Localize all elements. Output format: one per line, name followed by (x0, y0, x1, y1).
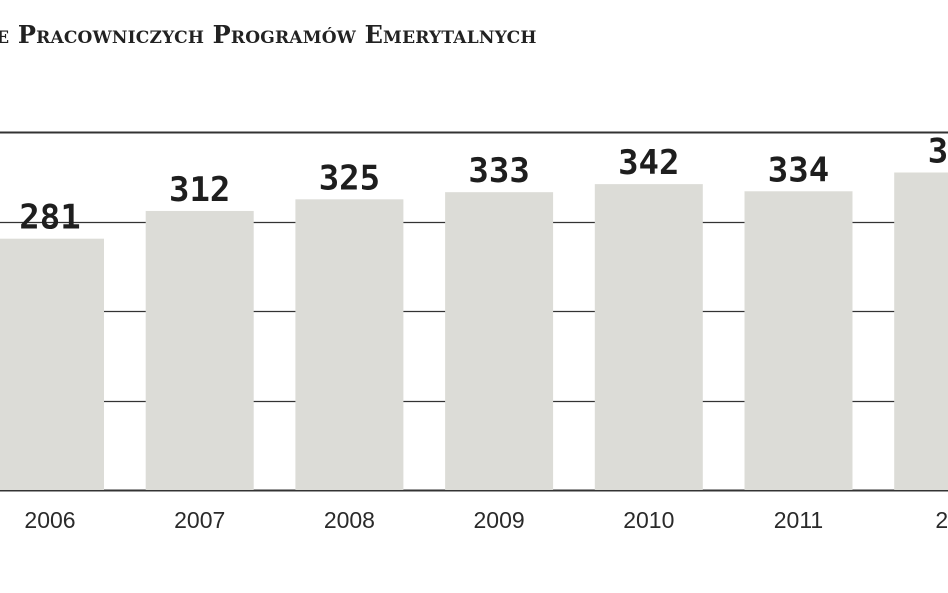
bar-20 (894, 172, 948, 490)
value-label-20: 35 (928, 131, 948, 171)
value-label-2008: 325 (319, 158, 380, 198)
value-label-2009: 333 (468, 151, 529, 191)
category-label-2011: 2011 (774, 507, 823, 533)
bar-2007 (145, 210, 254, 490)
category-label-2007: 2007 (174, 507, 225, 533)
bar-2011 (744, 191, 853, 491)
category-label-2008: 2008 (324, 507, 375, 533)
value-label-2007: 312 (169, 170, 230, 210)
bar-2006 (0, 238, 104, 490)
value-label-2010: 342 (618, 143, 679, 183)
x-axis: 2006 2007 2008 2009 2010 2011 20 (24, 507, 948, 533)
bar-2008 (295, 199, 404, 490)
category-label-2009: 2009 (474, 507, 525, 533)
value-labels: 281 312 325 333 342 334 35 (19, 131, 948, 237)
chart-title: ie Pracowniczych Programów Emerytalnych (0, 20, 537, 49)
category-label-2010: 2010 (623, 507, 674, 533)
bar-2009 (445, 192, 554, 490)
category-label-2006: 2006 (24, 507, 75, 533)
value-label-2006: 281 (19, 198, 80, 238)
bar-2010 (594, 184, 703, 490)
category-label-20: 20 (935, 507, 948, 533)
bars (0, 172, 948, 491)
value-label-2011: 334 (768, 150, 829, 190)
